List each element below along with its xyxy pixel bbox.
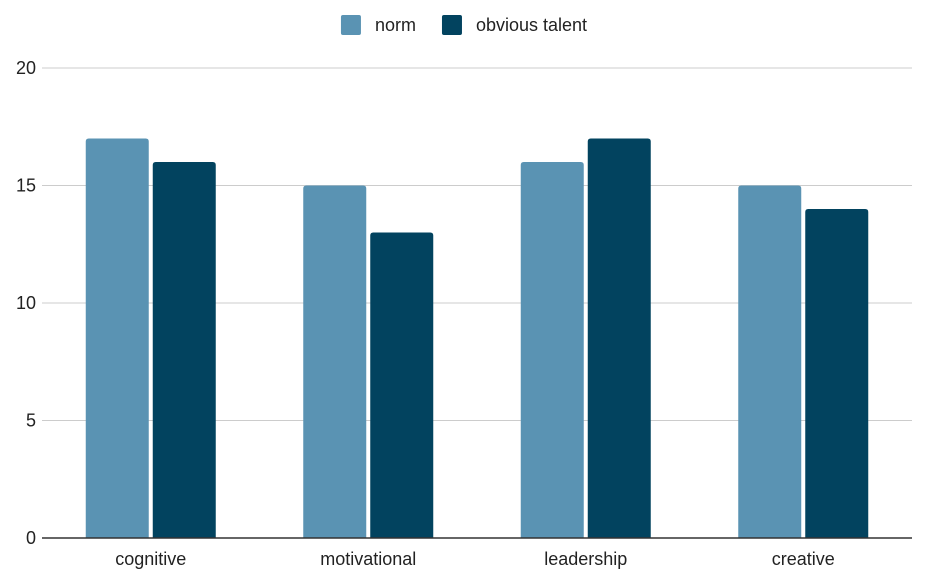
legend-label: obvious talent (476, 15, 587, 35)
y-tick-label: 20 (16, 58, 36, 78)
y-tick-label: 15 (16, 176, 36, 196)
bar-obvious-talent-cognitive (152, 162, 216, 538)
bar-norm-cognitive (85, 138, 149, 538)
x-axis-categories: cognitive motivational leadership creative (115, 549, 835, 569)
bar-obvious-talent-leadership (587, 138, 651, 538)
bar-norm-motivational (303, 185, 367, 538)
x-category-label: leadership (544, 549, 627, 569)
bar-norm-leadership (520, 162, 584, 538)
x-category-label: cognitive (115, 549, 186, 569)
legend-swatch-norm (340, 15, 361, 35)
y-tick-label: 5 (26, 411, 36, 431)
x-category-label: creative (772, 549, 835, 569)
x-category-label: motivational (320, 549, 416, 569)
legend-swatch-obvious-talent (441, 15, 462, 35)
legend: norm obvious talent (340, 15, 587, 35)
bar-obvious-talent-creative (805, 209, 869, 538)
bars (42, 138, 912, 539)
legend-label: norm (375, 15, 416, 35)
bar-norm-creative (738, 185, 802, 538)
y-tick-label: 10 (16, 293, 36, 313)
bar-obvious-talent-motivational (370, 232, 434, 538)
y-axis-ticks: 0 5 10 15 20 (16, 58, 36, 548)
y-tick-label: 0 (26, 528, 36, 548)
